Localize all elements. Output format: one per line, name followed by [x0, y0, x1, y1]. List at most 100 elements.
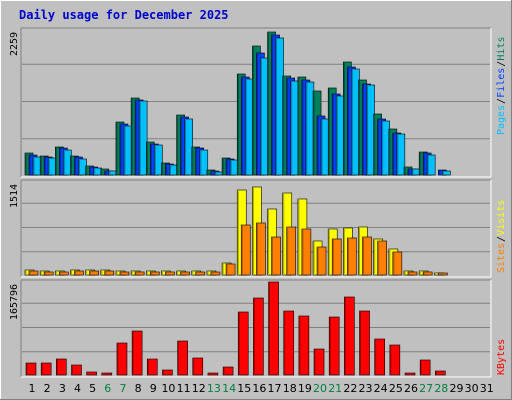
- x-axis-label-day-13: 13: [207, 382, 221, 395]
- legend-hits-files-pages-4: Hits: [496, 37, 507, 61]
- bar-kbytes-day-14: [222, 366, 234, 376]
- bar-kbytes-day-24: [374, 338, 385, 376]
- bar-sites-day-21: [331, 238, 342, 276]
- x-axis-label-day-27: 27: [419, 382, 433, 395]
- x-axis-label-day-5: 5: [89, 382, 96, 395]
- bar-sites-day-14: [225, 263, 236, 276]
- bar-sites-day-11: [180, 271, 190, 276]
- legend-hits-files-pages-0: Pages: [496, 105, 507, 135]
- bar-kbytes-day-3: [56, 358, 67, 376]
- bar-kbytes-day-8: [131, 330, 143, 376]
- x-axis-label-day-21: 21: [328, 382, 342, 395]
- bar-sites-day-6: [104, 270, 115, 276]
- x-axis-label-day-11: 11: [177, 382, 191, 395]
- bar-kbytes-day-2: [40, 362, 52, 376]
- x-axis-label-day-2: 2: [44, 382, 51, 395]
- x-axis-label-day-19: 19: [298, 382, 312, 395]
- bar-sites-day-13: [210, 271, 221, 276]
- x-axis-label-day-16: 16: [252, 382, 266, 395]
- bar-kbytes-day-4: [71, 364, 82, 376]
- bar-sites-day-20: [316, 246, 327, 276]
- x-axis-label-day-31: 31: [480, 382, 494, 395]
- bar-kbytes-day-23: [359, 310, 370, 376]
- bar-sites-day-26: [407, 271, 418, 276]
- bar-sites-day-4: [74, 270, 84, 276]
- bar-kbytes-day-10: [162, 369, 173, 376]
- bar-sites-day-19: [301, 228, 312, 276]
- x-axis-label-day-28: 28: [434, 382, 448, 395]
- bar-kbytes-day-21: [328, 316, 340, 376]
- bar-kbytes-day-17: [268, 281, 279, 376]
- x-axis-label-day-9: 9: [150, 382, 157, 395]
- bar-kbytes-day-9: [146, 358, 158, 376]
- x-axis-label-day-29: 29: [449, 382, 463, 395]
- legend-hits-files-pages-3: /: [496, 61, 507, 67]
- bar-sites-day-27: [422, 271, 433, 276]
- x-axis-label-day-12: 12: [192, 382, 206, 395]
- bar-kbytes-day-6: [101, 372, 113, 376]
- legend-kbytes-0: KBytes: [496, 339, 507, 375]
- x-axis-label-day-3: 3: [59, 382, 66, 395]
- legend-hits-files-pages-1: /: [496, 98, 507, 104]
- bar-sites-day-5: [89, 270, 99, 276]
- bar-kbytes-day-1: [25, 362, 37, 376]
- legend-visits-sites-0: Sites: [496, 243, 507, 273]
- bar-sites-day-8: [134, 271, 145, 276]
- legend-hits-files-pages-2: Files: [496, 68, 507, 98]
- bar-kbytes-day-11: [177, 340, 188, 376]
- bar-sites-day-22: [347, 237, 357, 276]
- x-axis-label-day-22: 22: [343, 382, 357, 395]
- legend-visits-sites-2: Visits: [496, 200, 507, 236]
- bar-kbytes-day-16: [253, 297, 264, 376]
- x-axis-label-day-10: 10: [161, 382, 175, 395]
- bar-kbytes-day-22: [344, 296, 355, 376]
- x-axis-label-day-17: 17: [268, 382, 282, 395]
- x-axis-label-day-30: 30: [465, 382, 479, 395]
- x-axis-label-day-1: 1: [29, 382, 36, 395]
- bar-pages-day-25: [396, 133, 406, 176]
- bar-pages-day-12: [199, 149, 209, 176]
- bar-kbytes-day-7: [116, 342, 128, 376]
- bar-sites-day-7: [119, 271, 130, 276]
- bar-sites-day-2: [43, 271, 54, 276]
- bar-sites-day-16: [256, 222, 266, 276]
- bar-sites-day-17: [271, 236, 281, 276]
- x-axis-label-day-25: 25: [389, 382, 403, 395]
- x-axis-label-day-15: 15: [237, 382, 251, 395]
- x-axis-label-day-24: 24: [374, 382, 388, 395]
- bar-sites-day-25: [392, 251, 403, 276]
- x-axis-label-day-18: 18: [283, 382, 297, 395]
- bar-kbytes-day-26: [404, 372, 416, 376]
- x-axis-label-day-23: 23: [359, 382, 373, 395]
- bar-kbytes-day-13: [207, 372, 219, 376]
- x-axis-label-day-6: 6: [104, 382, 111, 395]
- bar-sites-day-28: [438, 272, 448, 276]
- bar-pages-day-28: [442, 170, 451, 176]
- bar-kbytes-day-12: [192, 357, 204, 376]
- x-axis-label-day-14: 14: [222, 382, 236, 395]
- x-axis-label-day-7: 7: [119, 382, 126, 395]
- bar-kbytes-day-15: [237, 311, 249, 376]
- bar-kbytes-day-20: [313, 348, 325, 376]
- bar-kbytes-day-27: [419, 359, 431, 376]
- bar-kbytes-day-25: [389, 344, 401, 376]
- ytick-label-kbytes: 165796: [9, 284, 20, 320]
- bar-pages-day-27: [426, 154, 436, 176]
- bar-kbytes-day-18: [283, 310, 295, 376]
- x-axis-label-day-4: 4: [74, 382, 81, 395]
- bar-pages-day-8: [138, 100, 148, 176]
- bar-pages-day-9: [153, 144, 163, 176]
- bar-kbytes-day-19: [298, 315, 310, 376]
- legend-visits-sites-1: /: [496, 236, 507, 242]
- bar-kbytes-day-5: [86, 371, 97, 376]
- bar-sites-day-18: [286, 226, 297, 276]
- bar-sites-day-12: [195, 271, 206, 276]
- x-axis-label-day-26: 26: [404, 382, 418, 395]
- bar-sites-day-10: [165, 271, 175, 276]
- bar-sites-day-3: [59, 271, 69, 276]
- bar-sites-day-23: [362, 236, 372, 276]
- ytick-label-visits-sites: 1514: [9, 184, 20, 208]
- chart-title: Daily usage for December 2025: [19, 8, 229, 22]
